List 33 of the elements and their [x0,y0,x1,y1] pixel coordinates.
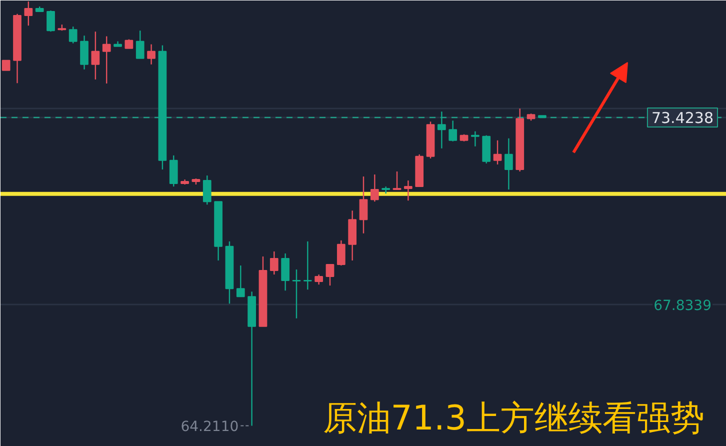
candlestick [46,10,55,32]
candlestick [326,264,334,286]
candlestick [102,36,111,84]
candlestick [24,0,33,26]
candlestick [68,26,78,44]
candlestick [392,170,402,190]
candlestick [136,30,144,59]
y-tick-label: 73.4238 [651,108,714,127]
candlestick [236,264,245,298]
candlestick [336,240,346,266]
candlestick [270,250,278,276]
candlestick [359,176,368,234]
candlestick [504,138,513,190]
candlestick [448,120,458,142]
candlestick [91,31,100,80]
candlestick [314,274,324,286]
candlestick [471,130,480,147]
candlestick [169,154,178,188]
candlestick [281,252,290,292]
candlestick [124,38,134,49]
candlestick [2,60,10,71]
candlestick [438,110,446,149]
candlestick [292,268,301,319]
candlestick [370,174,379,202]
text: 原油71.3上方继续看强势 [322,398,704,438]
candlestick [404,180,412,202]
y-tick-label: 67.8339 [654,298,712,314]
candlestick [147,44,156,66]
candlestick [303,240,312,290]
candlestick [80,35,88,70]
annotation: 64.2110 [180,419,239,436]
candlestick [493,140,502,166]
candlestick [202,174,212,206]
